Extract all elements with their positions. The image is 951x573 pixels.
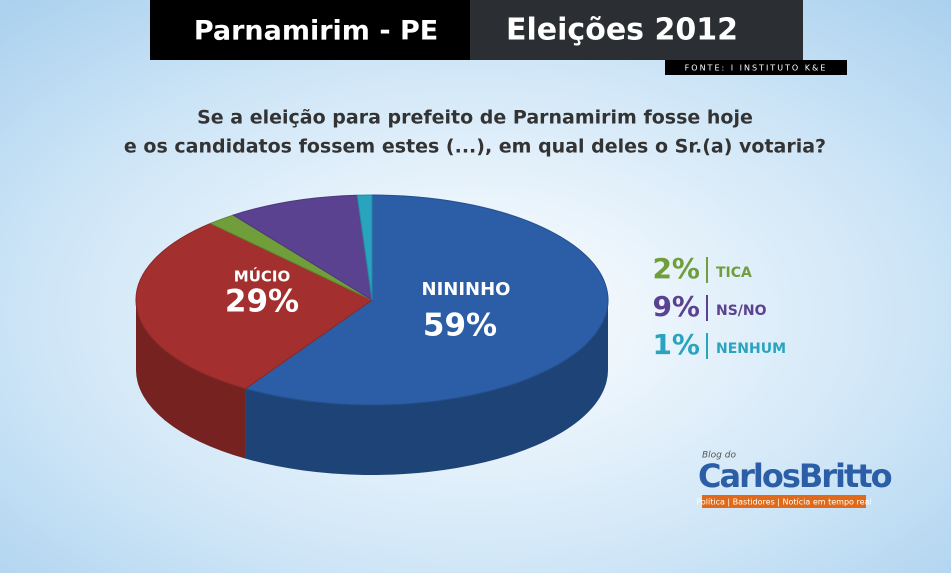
logo-name: CarlosBritto: [698, 457, 892, 495]
value-label: 29%: [225, 284, 299, 320]
legend-label: NENHUM: [716, 341, 786, 357]
logo-bar: [702, 495, 866, 508]
slice-side: [136, 300, 246, 459]
slice: [356, 194, 373, 301]
value-label: 1%: [652, 328, 700, 361]
value-label: 9%: [652, 290, 700, 323]
header-place: Parnamirim - PE: [194, 16, 438, 47]
slice-label: NININHO: [422, 279, 511, 300]
chart-title: e os candidatos fossem estes (...), em q…: [124, 136, 826, 158]
source-box: [665, 60, 847, 75]
value-label: 2%: [652, 252, 700, 285]
slice: [135, 222, 373, 390]
legend-label: TICA: [716, 265, 752, 281]
logo-pre: Blog do: [702, 451, 736, 461]
header-left: [150, 0, 470, 60]
slice-side: [245, 300, 609, 475]
slice: [232, 194, 373, 301]
slice-label: MÚCIO: [234, 267, 290, 286]
chart-title: Se a eleição para prefeito de Parnamirim…: [197, 107, 753, 129]
header-right: [470, 0, 803, 60]
header-event: Eleições 2012: [506, 13, 738, 48]
value-label: 59%: [423, 308, 497, 344]
source: FONTE: I INSTITUTO K&E: [685, 64, 828, 73]
legend-label: NS/NO: [716, 303, 767, 319]
slice: [244, 194, 609, 406]
logo-tagline: Política | Bastidores | Notícia em tempo…: [696, 498, 871, 507]
pie: [135, 194, 609, 475]
